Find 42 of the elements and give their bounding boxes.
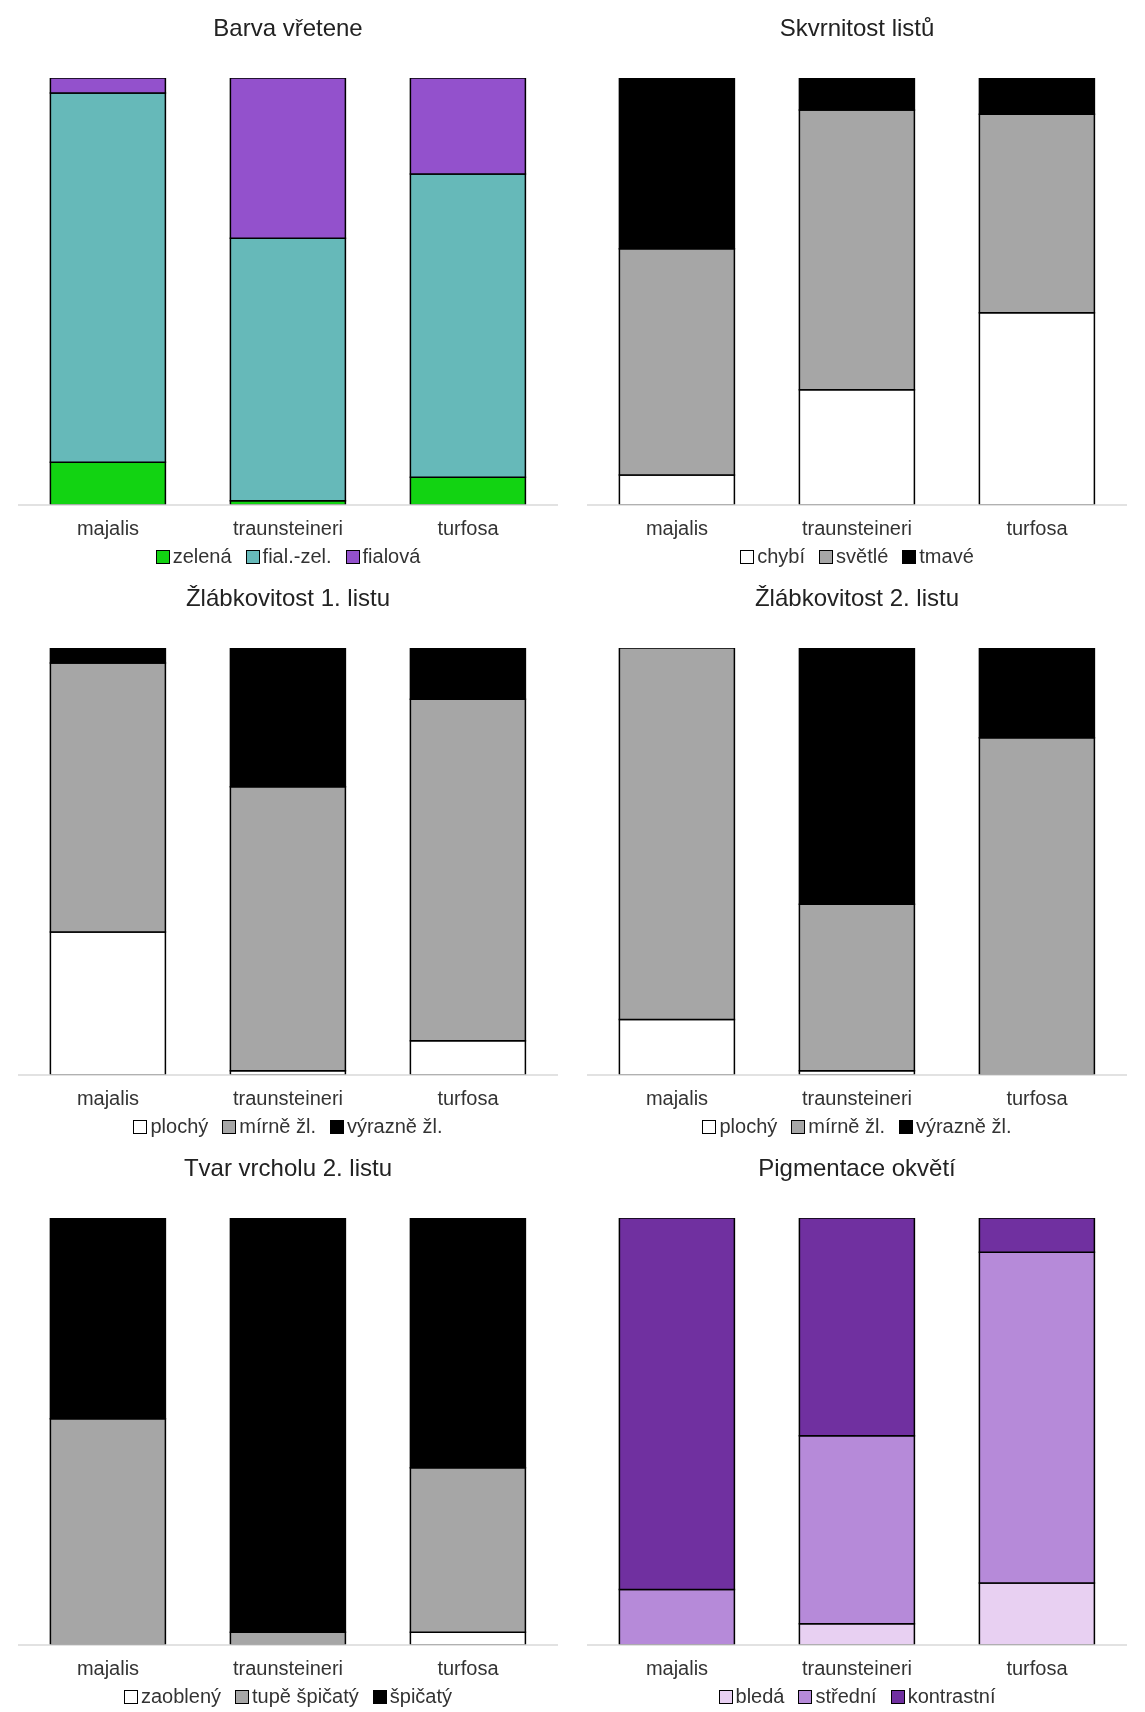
x-tick-label: traunsteineri: [801, 1657, 913, 1680]
x-tick-label: turfosa: [1006, 517, 1069, 540]
x-tick-label: majalis: [76, 1087, 140, 1110]
chart-title: Žlábkovitost 1. listu: [184, 583, 392, 613]
x-tick-label: turfosa: [437, 1087, 500, 1110]
x-tick-label: majalis: [645, 517, 709, 540]
x-tick-label: majalis: [645, 1087, 709, 1110]
chart-title: Tvar vrcholu 2. listu: [182, 1153, 394, 1183]
legend-label: tmavé: [919, 545, 974, 568]
x-tick-label: turfosa: [1006, 1657, 1069, 1680]
chart-title: Skvrnitost listů: [778, 13, 936, 43]
chart-title: Barva vřetene: [212, 13, 364, 43]
legend-label: výrazně žl.: [915, 1115, 1012, 1138]
legend-label: tupě špičatý: [252, 1685, 359, 1708]
x-tick-label: majalis: [76, 517, 140, 540]
x-tick-label: traunsteineri: [801, 517, 913, 540]
x-tick-label: traunsteineri: [232, 517, 344, 540]
legend-label: plochý: [719, 1115, 778, 1138]
legend-label: mírně žl.: [808, 1115, 885, 1138]
legend-label: světlé: [836, 545, 889, 568]
legend-label: zaoblený: [140, 1685, 222, 1708]
legend-label: špičatý: [389, 1685, 453, 1708]
x-tick-label: traunsteineri: [232, 1657, 344, 1680]
x-tick-label: majalis: [645, 1657, 709, 1680]
legend-label: bledá: [735, 1685, 785, 1708]
x-tick-label: majalis: [76, 1657, 140, 1680]
legend-label: mírně žl.: [239, 1115, 316, 1138]
chart-title: Pigmentace okvětí: [757, 1153, 957, 1183]
x-tick-label: turfosa: [437, 1657, 500, 1680]
legend-label: plochý: [150, 1115, 209, 1138]
legend-label: střední: [815, 1685, 877, 1708]
legend-label: fialová: [362, 545, 421, 568]
legend-label: zelená: [172, 545, 232, 568]
legend-label: fial.-zel.: [262, 545, 332, 568]
legend-label: výrazně žl.: [346, 1115, 443, 1138]
x-tick-label: traunsteineri: [232, 1087, 344, 1110]
x-tick-label: traunsteineri: [801, 1087, 913, 1110]
x-tick-label: turfosa: [437, 517, 500, 540]
x-tick-label: turfosa: [1006, 1087, 1069, 1110]
legend-label: kontrastní: [907, 1685, 996, 1708]
legend-label: chybí: [757, 545, 806, 568]
chart-title: Žlábkovitost 2. listu: [753, 583, 961, 613]
